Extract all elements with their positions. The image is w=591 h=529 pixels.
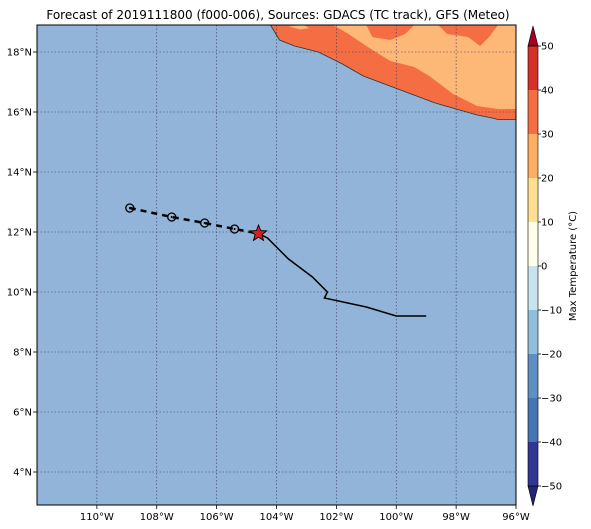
- forecast-point: [199, 218, 210, 228]
- map-axes: 110°W 108°W 106°W 104°W 102°W 100°W 98°W 96°W 4°…: [7, 48, 530, 524]
- lat-tick-label: 16°N: [7, 108, 32, 119]
- colorbar-tick-label: −40: [541, 438, 562, 449]
- colorbar-tick-label: 20: [541, 174, 554, 185]
- land-temp-region: [288, 25, 310, 30]
- colorbar-tick-label: 40: [541, 86, 554, 97]
- lat-tick-label: 18°N: [7, 48, 32, 59]
- colorbar-band: [528, 398, 538, 442]
- lon-tick-label: 104°W: [260, 512, 294, 523]
- observed-track: [261, 234, 427, 317]
- colorbar-tick-label: 30: [541, 130, 554, 141]
- colorbar-extend-low: [527, 485, 539, 507]
- colorbar-tick-label: −30: [541, 394, 562, 405]
- forecast-point: [125, 203, 135, 213]
- lon-tick-label: 106°W: [200, 512, 234, 523]
- land-temp-region: [366, 25, 415, 40]
- land-temp-region: [333, 25, 516, 109]
- lat-tick-label: 10°N: [7, 288, 32, 299]
- lon-tick-label: 98°W: [442, 512, 470, 523]
- colorbar-tick-label: −10: [541, 306, 562, 317]
- lon-tick-label: 100°W: [379, 512, 413, 523]
- lat-tick-label: 14°N: [7, 168, 32, 179]
- colorbar-band: [528, 266, 538, 310]
- colorbar-band: [528, 90, 538, 134]
- lat-tick-label: 4°N: [13, 468, 32, 479]
- lat-tick-label: 8°N: [13, 348, 32, 359]
- colorbar-tick-label: 50: [541, 42, 554, 53]
- colorbar-tick-label: 10: [541, 218, 554, 229]
- forecast-track: [129, 206, 259, 235]
- colorbar-band: [528, 354, 538, 398]
- land-temp-region: [438, 25, 498, 46]
- colorbar-label: Max Temperature (°C): [568, 211, 579, 321]
- colorbar-tick-label: 0: [541, 262, 547, 273]
- colorbar-band: [528, 442, 538, 486]
- forecast-point: [167, 212, 177, 222]
- colorbar: 50 40 30 20 10 0 −10 −20 −30 −40 −50: [527, 25, 562, 507]
- colorbar-band: [528, 310, 538, 354]
- map-area: [37, 25, 516, 505]
- colorbar-band: [528, 222, 538, 266]
- current-position-star-icon: [249, 223, 268, 242]
- lon-tick-label: 96°W: [502, 512, 530, 523]
- colorbar-band: [528, 46, 538, 90]
- lon-tick-label: 102°W: [319, 512, 353, 523]
- colorbar-extend-high: [527, 25, 539, 47]
- colorbar-tick-label: −20: [541, 350, 562, 361]
- chart-title: Forecast of 2019111800 (f000-006), Sourc…: [46, 8, 509, 22]
- forecast-point: [229, 224, 240, 234]
- lon-tick-label: 110°W: [80, 512, 114, 523]
- colorbar-band: [528, 178, 538, 222]
- coastline: [270, 25, 516, 120]
- colorbar-tick-label: −50: [541, 482, 562, 493]
- lat-tick-label: 6°N: [13, 408, 32, 419]
- lat-tick-label: 12°N: [7, 228, 32, 239]
- lon-tick-label: 108°W: [140, 512, 174, 523]
- colorbar-band: [528, 134, 538, 178]
